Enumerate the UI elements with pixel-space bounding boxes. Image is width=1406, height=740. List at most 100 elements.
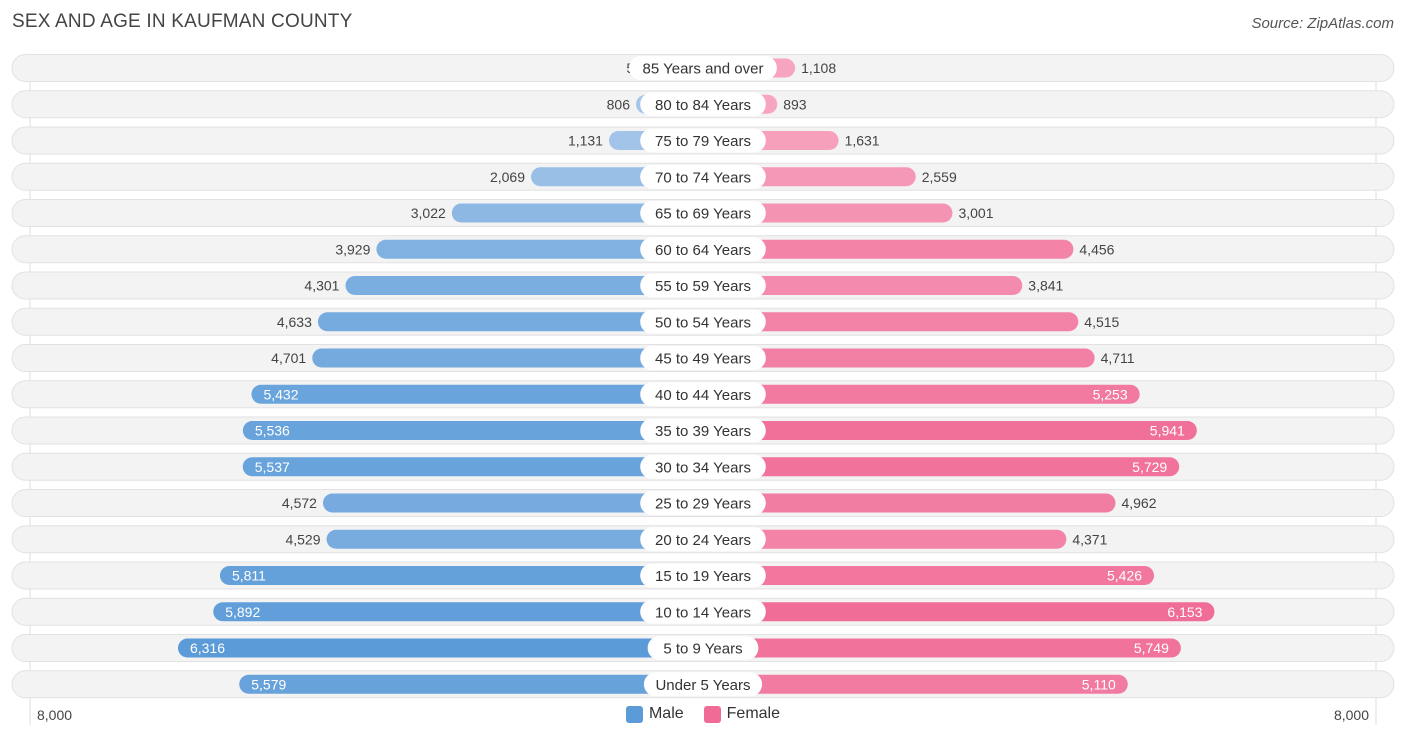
category-label-40-to-44-years: 40 to 44 Years (655, 387, 751, 404)
category-pill-15-to-19-years (640, 563, 766, 588)
value-label-male-70-to-74-years: 2,069 (490, 169, 525, 185)
axis-label-left: 8,000 (37, 707, 73, 723)
value-label-male-under-5-years: 5,579 (251, 676, 286, 692)
bar-male-60-to-64-years (376, 239, 703, 259)
bar-male-50-to-54-years (317, 312, 703, 332)
bar-female-35-to-39-years (703, 421, 1197, 440)
bar-male-5-to-9-years (177, 638, 704, 658)
value-label-male-25-to-29-years: 4,572 (282, 495, 317, 511)
legend-label-female: Female (726, 705, 781, 722)
bar-female-20-to-24-years (703, 529, 1067, 549)
category-pill-85-years-and-over (629, 56, 777, 80)
bar-female-60-to-64-years (703, 239, 1074, 259)
value-label-male-30-to-34-years: 5,537 (255, 459, 290, 475)
legend-item-female: Female (703, 705, 781, 723)
category-label-35-to-39-years: 35 to 39 Years (655, 423, 751, 440)
axis-label-right: 8,000 (1333, 707, 1369, 723)
category-pill-70-to-74-years (640, 164, 766, 189)
category-label-60-to-64-years: 60 to 64 Years (655, 242, 751, 259)
bar-female-65-to-69-years (703, 203, 953, 223)
bar-male-under-5-years (239, 674, 704, 694)
bar-female-10-to-14-years (703, 602, 1215, 622)
value-label-male-65-to-69-years: 3,022 (411, 205, 446, 221)
bar-male-15-to-19-years (219, 566, 703, 585)
category-label-20-to-24-years: 20 to 24 Years (655, 532, 751, 549)
source-label: Source: ZipAtlas.com (1251, 15, 1394, 32)
value-label-female-under-5-years: 5,110 (1082, 676, 1116, 692)
value-label-female-35-to-39-years: 5,941 (1150, 423, 1185, 439)
value-label-female-30-to-34-years: 5,729 (1132, 459, 1167, 475)
bar-male-25-to-29-years (322, 493, 703, 513)
category-pill-45-to-49-years (640, 346, 766, 370)
bar-male-40-to-44-years (251, 384, 703, 404)
chart-title: SEX AND AGE IN KAUFMAN COUNTY (12, 11, 353, 32)
bar-female-under-5-years (703, 674, 1128, 694)
bar-female-55-to-59-years (703, 276, 1023, 295)
value-label-female-85-years-and-over: 1,108 (801, 60, 836, 76)
category-pill-20-to-24-years (640, 527, 766, 552)
bar-male-45-to-49-years (312, 348, 703, 368)
value-label-male-10-to-14-years: 5,892 (225, 604, 260, 620)
value-label-male-55-to-59-years: 4,301 (304, 278, 339, 294)
value-label-male-75-to-79-years: 1,131 (568, 133, 603, 149)
bar-female-50-to-54-years (703, 312, 1079, 332)
value-label-male-40-to-44-years: 5,432 (263, 386, 298, 402)
bar-female-40-to-44-years (703, 384, 1140, 404)
value-label-male-35-to-39-years: 5,536 (255, 423, 290, 439)
value-label-female-15-to-19-years: 5,426 (1107, 568, 1142, 584)
bar-female-5-to-9-years (703, 638, 1181, 658)
category-label-5-to-9-years: 5 to 9 Years (663, 641, 742, 658)
bar-male-65-to-69-years (451, 203, 703, 223)
category-pill-under-5-years (643, 672, 763, 697)
bar-female-15-to-19-years (703, 566, 1155, 585)
bar-male-20-to-24-years (326, 529, 703, 549)
value-label-male-50-to-54-years: 4,633 (277, 314, 312, 330)
value-label-female-5-to-9-years: 5,749 (1134, 640, 1169, 656)
category-label-75-to-79-years: 75 to 79 Years (655, 133, 751, 150)
category-label-55-to-59-years: 55 to 59 Years (655, 278, 751, 295)
category-pill-25-to-29-years (640, 491, 766, 515)
bar-male-35-to-39-years (242, 421, 703, 440)
category-pill-80-to-84-years (640, 92, 766, 117)
value-label-female-60-to-64-years: 4,456 (1079, 241, 1114, 257)
category-pill-75-to-79-years (640, 128, 766, 153)
legend: Male Female (0, 705, 1406, 723)
value-label-female-40-to-44-years: 5,253 (1093, 386, 1128, 402)
bar-male-30-to-34-years (242, 457, 703, 477)
value-label-female-10-to-14-years: 6,153 (1167, 604, 1202, 620)
category-label-85-years-and-over: 85 Years and over (643, 61, 764, 78)
category-pill-65-to-69-years (640, 201, 766, 225)
value-label-male-60-to-64-years: 3,929 (335, 241, 370, 257)
category-pill-35-to-39-years (640, 418, 766, 443)
category-label-80-to-84-years: 80 to 84 Years (655, 97, 751, 114)
category-label-25-to-29-years: 25 to 29 Years (655, 496, 751, 513)
value-label-female-65-to-69-years: 3,001 (958, 205, 993, 221)
value-label-female-80-to-84-years: 893 (783, 96, 807, 112)
category-label-15-to-19-years: 15 to 19 Years (655, 568, 751, 585)
bar-female-30-to-34-years (703, 457, 1180, 477)
category-pill-10-to-14-years (640, 599, 766, 624)
legend-swatch-female (703, 705, 721, 723)
legend-label-male: Male (648, 705, 684, 722)
category-pill-40-to-44-years (640, 382, 766, 407)
value-label-male-15-to-19-years: 5,811 (232, 568, 266, 584)
category-pill-55-to-59-years (640, 273, 766, 298)
bar-female-25-to-29-years (703, 493, 1116, 513)
category-label-65-to-69-years: 65 to 69 Years (655, 206, 751, 223)
legend-swatch-male (625, 705, 643, 723)
category-label-70-to-74-years: 70 to 74 Years (655, 169, 751, 186)
category-label-under-5-years: Under 5 Years (655, 677, 750, 694)
category-pill-5-to-9-years (647, 636, 759, 660)
value-label-female-50-to-54-years: 4,515 (1084, 314, 1119, 330)
category-pill-60-to-64-years (640, 237, 766, 262)
value-label-female-70-to-74-years: 2,559 (922, 169, 957, 185)
category-label-30-to-34-years: 30 to 34 Years (655, 459, 751, 476)
bar-male-55-to-59-years (345, 276, 703, 295)
legend-item-male: Male (625, 705, 684, 723)
value-label-male-20-to-24-years: 4,529 (285, 531, 320, 547)
category-label-10-to-14-years: 10 to 14 Years (655, 604, 751, 621)
value-label-female-75-to-79-years: 1,631 (845, 133, 880, 149)
category-pill-30-to-34-years (640, 454, 766, 479)
value-label-male-80-to-84-years: 806 (607, 96, 631, 112)
